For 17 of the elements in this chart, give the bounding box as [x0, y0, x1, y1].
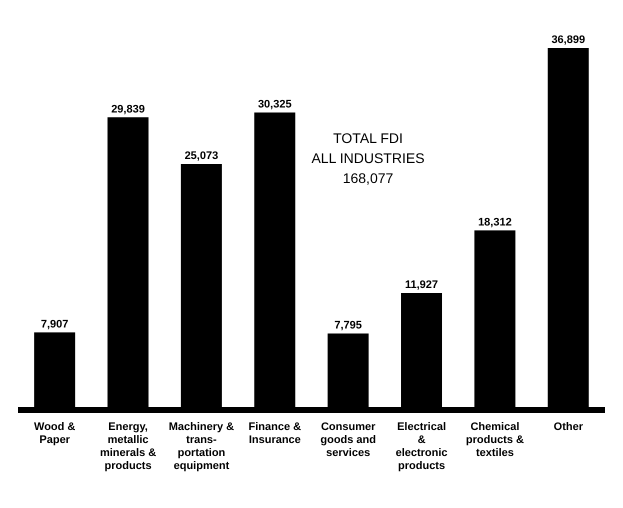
data-label: 18,312 [478, 216, 512, 228]
annotation: TOTAL FDI ALL INDUSTRIES 168,077 [311, 129, 425, 188]
x-tick-label: Consumer goods and services [320, 421, 376, 459]
x-tick-label: Other [554, 421, 584, 433]
x-tick-label: Chemical products & textiles [466, 421, 524, 459]
x-tick-label: Machinery & trans- portation equipment [168, 421, 234, 472]
data-label: 30,325 [258, 98, 292, 110]
data-label: 11,927 [404, 278, 438, 291]
x-tick-label: Electrical & electronic products [396, 421, 448, 472]
x-tick-label: Finance & Insurance [248, 421, 302, 446]
data-label: 36,899 [551, 34, 586, 46]
data-label: 25,073 [184, 150, 218, 162]
x-tick-label: Energy, metallic minerals & products [100, 421, 156, 472]
data-label: 29,839 [111, 103, 145, 116]
data-label: 7,795 [334, 320, 362, 332]
x-tick-label: Wood & Paper [34, 421, 76, 446]
data-label: 7,907 [40, 318, 68, 330]
